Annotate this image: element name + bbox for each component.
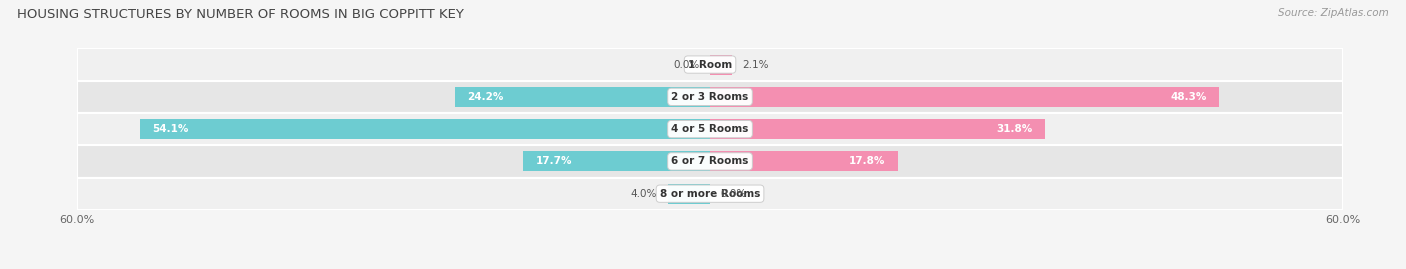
Text: 1 Room: 1 Room	[688, 59, 733, 70]
Text: 17.8%: 17.8%	[849, 156, 886, 167]
Text: 2 or 3 Rooms: 2 or 3 Rooms	[672, 92, 748, 102]
Text: HOUSING STRUCTURES BY NUMBER OF ROOMS IN BIG COPPITT KEY: HOUSING STRUCTURES BY NUMBER OF ROOMS IN…	[17, 8, 464, 21]
Text: 24.2%: 24.2%	[468, 92, 503, 102]
Bar	[710, 87, 1219, 107]
Text: 17.7%: 17.7%	[536, 156, 572, 167]
Text: 6 or 7 Rooms: 6 or 7 Rooms	[671, 156, 749, 167]
Text: 2.1%: 2.1%	[742, 59, 769, 70]
Bar	[77, 48, 1343, 81]
Text: 8 or more Rooms: 8 or more Rooms	[659, 189, 761, 199]
Bar	[77, 178, 1343, 210]
Text: Source: ZipAtlas.com: Source: ZipAtlas.com	[1278, 8, 1389, 18]
Bar	[710, 119, 1046, 139]
Bar	[77, 81, 1343, 113]
Bar	[77, 145, 1343, 178]
Legend: Owner-occupied, Renter-occupied: Owner-occupied, Renter-occupied	[582, 266, 838, 269]
Text: 48.3%: 48.3%	[1170, 92, 1206, 102]
Bar	[668, 184, 710, 204]
Text: 31.8%: 31.8%	[997, 124, 1033, 134]
Bar	[456, 87, 710, 107]
Bar	[710, 151, 898, 171]
Text: 4 or 5 Rooms: 4 or 5 Rooms	[671, 124, 749, 134]
Text: 54.1%: 54.1%	[152, 124, 188, 134]
Text: 0.0%: 0.0%	[673, 59, 700, 70]
Bar	[77, 113, 1343, 145]
Bar	[139, 119, 710, 139]
Text: 0.0%: 0.0%	[721, 189, 747, 199]
Text: 4.0%: 4.0%	[631, 189, 658, 199]
Bar	[710, 55, 733, 75]
Bar	[523, 151, 710, 171]
